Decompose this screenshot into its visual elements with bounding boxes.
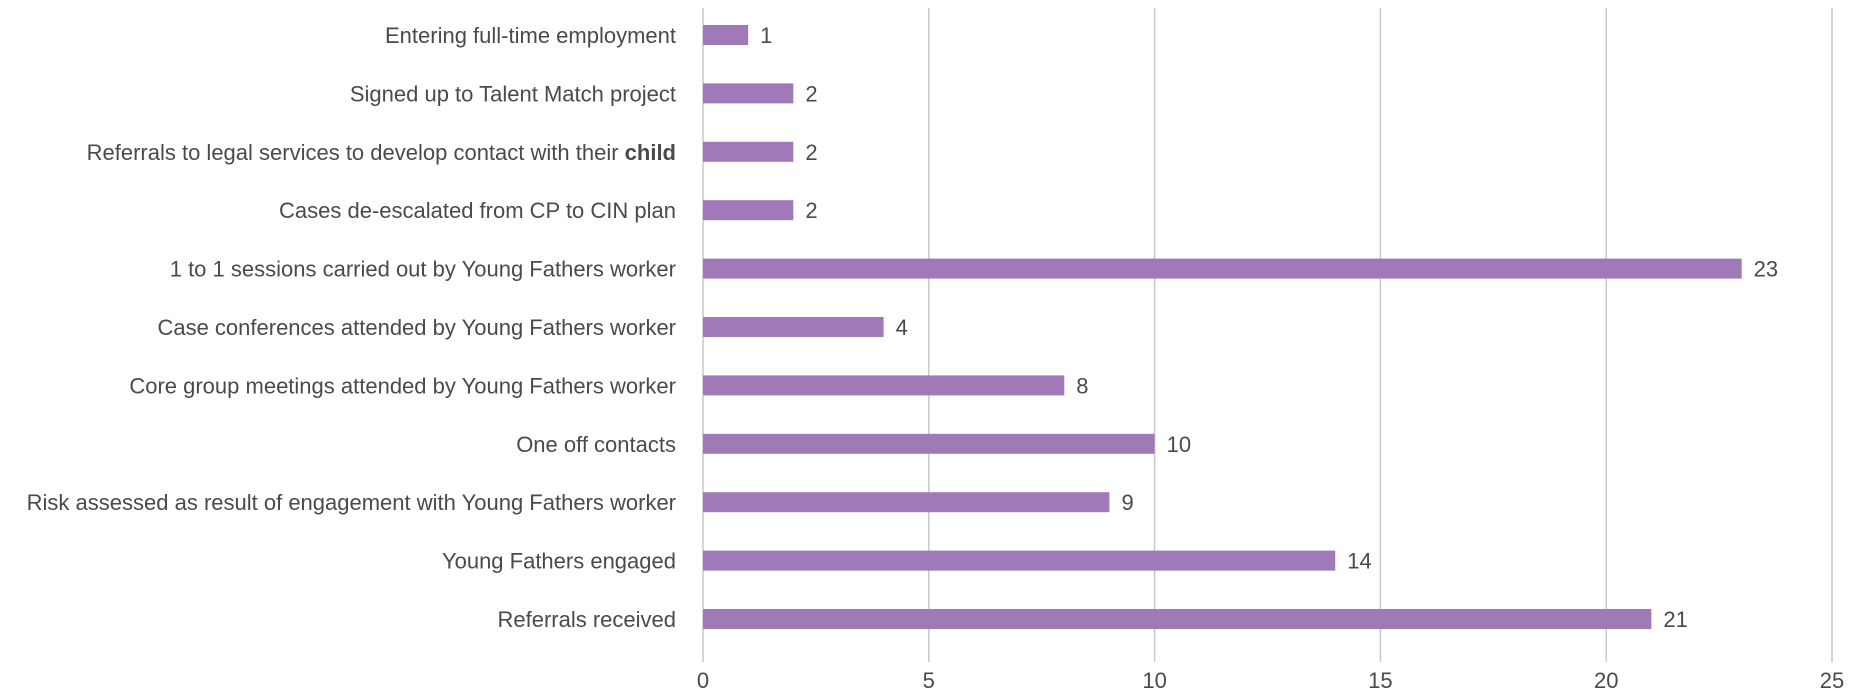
bar-7 (703, 375, 1065, 396)
category-labels: Entering full-time employment Signed up t… (27, 23, 676, 632)
x-tick-label: 15 (1368, 668, 1392, 693)
bar-11 (703, 609, 1652, 629)
x-axis-tick-labels: 0 5 10 15 20 25 (697, 668, 1844, 693)
value-label: 23 (1754, 257, 1778, 282)
category-label: Core group meetings attended by Young Fa… (129, 373, 676, 398)
category-label: One off contacts (516, 432, 676, 457)
x-tick-label: 20 (1594, 668, 1618, 693)
category-label: Signed up to Talent Match project (350, 81, 676, 106)
value-label: 9 (1121, 490, 1133, 515)
bar-10 (703, 550, 1336, 571)
x-tick-label: 0 (697, 668, 709, 693)
value-label: 4 (896, 315, 908, 340)
category-label: Young Fathers engaged (442, 549, 676, 574)
category-label: Cases de-escalated from CP to CIN plan (279, 198, 676, 223)
bar-2 (703, 83, 794, 104)
bar-1 (703, 25, 749, 45)
value-label: 1 (760, 23, 772, 48)
category-label: Referrals received (497, 607, 676, 632)
bar-8 (703, 433, 1155, 454)
x-tick-label: 25 (1820, 668, 1844, 693)
category-label: Case conferences attended by Young Fathe… (157, 315, 676, 340)
value-label: 2 (805, 140, 817, 165)
category-label: Risk assessed as result of engagement wi… (27, 490, 676, 515)
value-label: 10 (1167, 432, 1191, 457)
value-label: 21 (1663, 607, 1687, 632)
bar-9 (703, 492, 1110, 513)
value-label: 2 (805, 198, 817, 223)
bar-6 (703, 317, 884, 337)
bar-3 (703, 141, 794, 162)
category-label: 1 to 1 sessions carried out by Young Fat… (170, 257, 676, 282)
bar-4 (703, 200, 794, 221)
value-labels: 1 2 2 2 23 4 8 10 9 14 21 (760, 23, 1778, 632)
value-label: 2 (805, 81, 817, 106)
value-label: 8 (1076, 373, 1088, 398)
value-label: 14 (1347, 549, 1371, 574)
bars (703, 25, 1742, 629)
bar-5 (703, 258, 1742, 279)
x-tick-label: 10 (1142, 668, 1166, 693)
x-tick-label: 5 (923, 668, 935, 693)
category-label: Entering full-time employment (385, 23, 676, 48)
category-label: Referrals to legal services to develop c… (87, 140, 676, 165)
